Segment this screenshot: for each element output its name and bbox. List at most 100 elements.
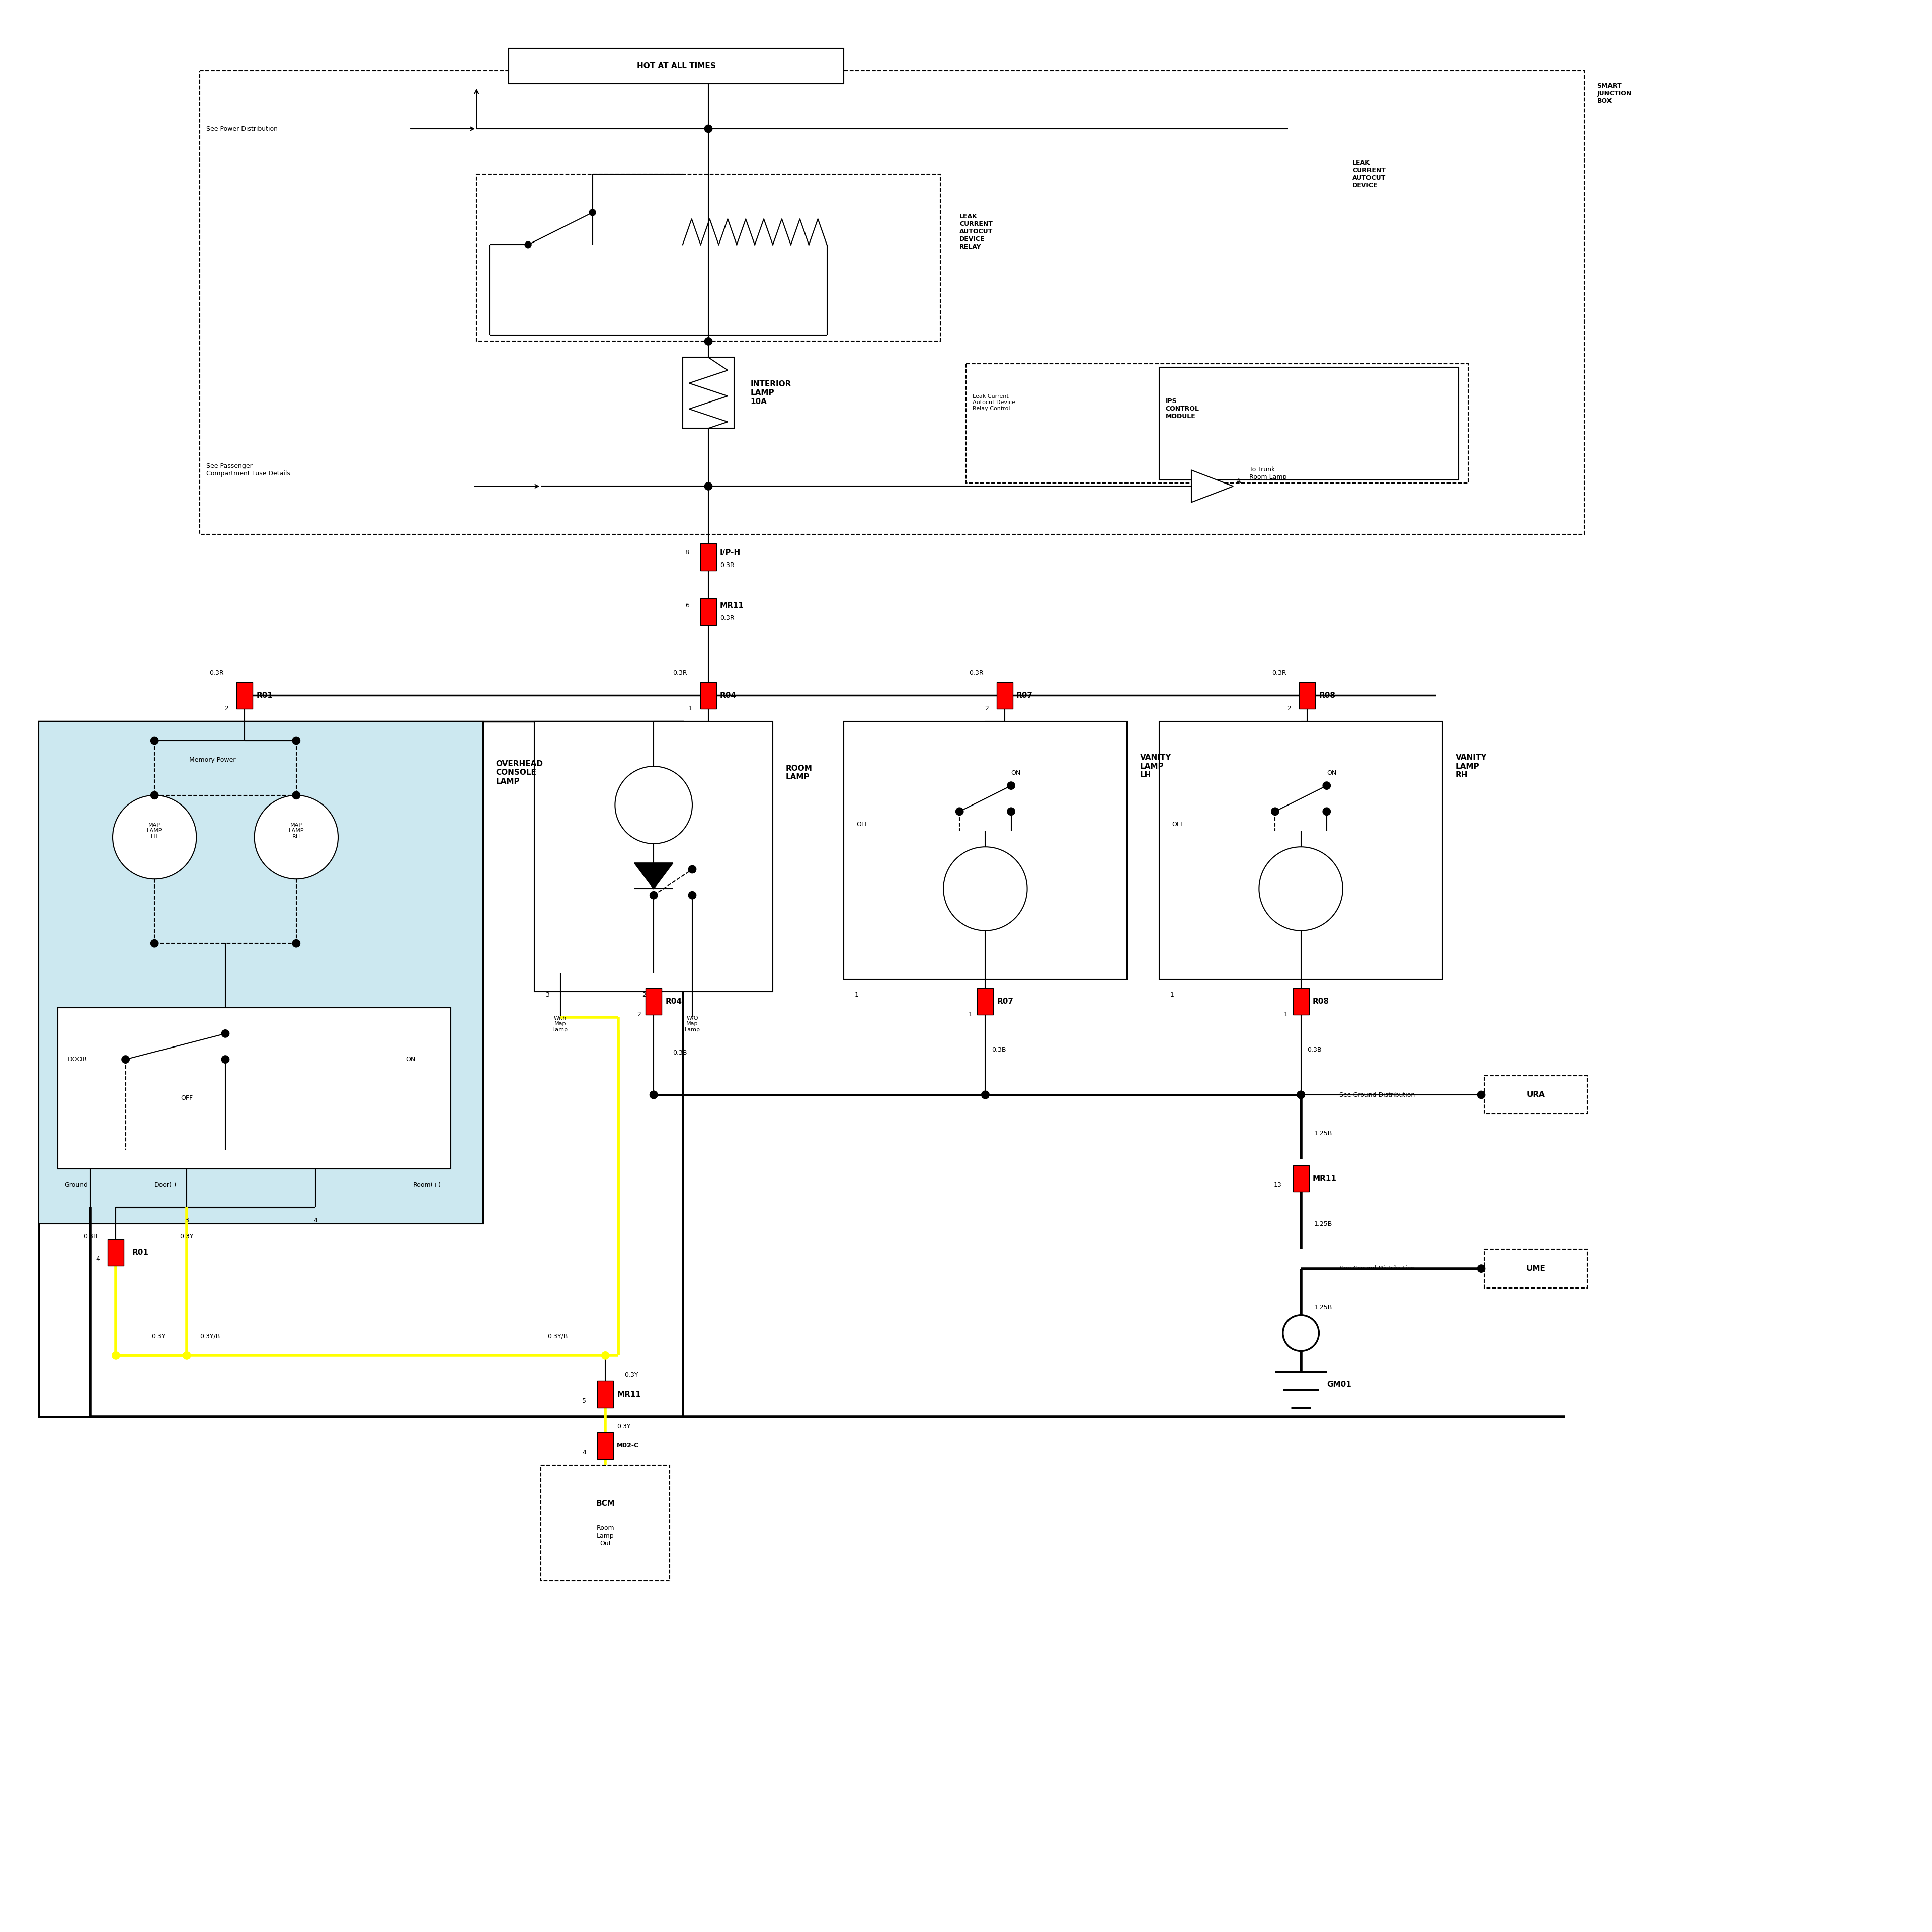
Text: 2: 2	[1287, 705, 1291, 711]
Text: INTERIOR
LAMP
10A: INTERIOR LAMP 10A	[750, 381, 792, 406]
Circle shape	[705, 338, 713, 346]
Circle shape	[184, 1352, 191, 1360]
Text: R01: R01	[131, 1248, 149, 1256]
Text: 4: 4	[582, 1449, 585, 1455]
Text: ROOM
LAMP: ROOM LAMP	[786, 765, 811, 781]
Bar	[978, 987, 993, 1014]
Text: A: A	[1236, 477, 1240, 485]
Circle shape	[292, 736, 299, 744]
Text: 6: 6	[686, 603, 690, 609]
Circle shape	[151, 736, 158, 744]
Circle shape	[112, 796, 197, 879]
Text: IPS
CONTROL
MODULE: IPS CONTROL MODULE	[1165, 398, 1200, 419]
Circle shape	[614, 767, 692, 844]
Text: 1.25B: 1.25B	[1314, 1221, 1331, 1227]
Bar	[39, 721, 682, 1416]
Text: 8: 8	[686, 549, 690, 556]
Circle shape	[122, 1055, 129, 1063]
Bar	[1293, 1165, 1310, 1192]
Bar	[1484, 1076, 1588, 1115]
Text: HOT AT ALL TIMES: HOT AT ALL TIMES	[638, 62, 715, 70]
Circle shape	[1296, 1092, 1304, 1099]
Text: 1: 1	[688, 705, 692, 711]
Circle shape	[1001, 692, 1009, 699]
Text: Room
Lamp
Out: Room Lamp Out	[597, 1524, 614, 1548]
Circle shape	[151, 792, 158, 800]
Text: ON: ON	[1010, 769, 1020, 777]
Bar	[597, 1381, 614, 1408]
Text: VANITY
LAMP
LH: VANITY LAMP LH	[1140, 753, 1171, 779]
Text: W/O
Map
Lamp: W/O Map Lamp	[684, 1016, 699, 1032]
Text: Ground: Ground	[64, 1182, 87, 1188]
Text: R07: R07	[1016, 692, 1034, 699]
Bar	[682, 357, 734, 429]
Circle shape	[1007, 782, 1014, 790]
Circle shape	[943, 846, 1028, 931]
Text: R08: R08	[1320, 692, 1335, 699]
Text: 0.3R: 0.3R	[721, 614, 734, 622]
Circle shape	[222, 1030, 230, 1037]
Circle shape	[981, 1092, 989, 1099]
Text: R08: R08	[1312, 997, 1329, 1005]
Text: OFF: OFF	[856, 821, 869, 827]
Polygon shape	[634, 864, 672, 889]
Circle shape	[705, 692, 713, 699]
Text: ON: ON	[406, 1057, 415, 1063]
Text: MR11: MR11	[1312, 1175, 1337, 1182]
Bar	[477, 174, 941, 342]
Circle shape	[589, 209, 595, 216]
Circle shape	[1260, 846, 1343, 931]
Text: 3: 3	[185, 1217, 189, 1223]
Text: GM01: GM01	[1327, 1381, 1350, 1389]
Bar	[1293, 987, 1310, 1014]
Bar	[508, 48, 844, 83]
Bar	[699, 543, 717, 570]
Text: 0.3R: 0.3R	[721, 562, 734, 568]
Text: Leak Current
Autocut Device
Relay Control: Leak Current Autocut Device Relay Contro…	[972, 394, 1016, 412]
Text: 0.3Y/B: 0.3Y/B	[547, 1333, 568, 1339]
Circle shape	[1271, 808, 1279, 815]
Circle shape	[688, 866, 696, 873]
Text: 0.3R: 0.3R	[672, 670, 688, 676]
Text: 0.3B: 0.3B	[991, 1047, 1007, 1053]
Text: 3: 3	[545, 991, 549, 999]
Text: OFF: OFF	[1173, 821, 1184, 827]
Bar	[966, 363, 1468, 483]
Text: With
Map
Lamp: With Map Lamp	[553, 1016, 568, 1032]
Text: 13: 13	[1273, 1182, 1281, 1188]
Text: R07: R07	[997, 997, 1014, 1005]
Text: To Trunk
Room Lamp: To Trunk Room Lamp	[1250, 466, 1287, 481]
Text: See Ground Distribution: See Ground Distribution	[1339, 1092, 1414, 1097]
Circle shape	[255, 796, 338, 879]
Text: 0.3Y: 0.3Y	[151, 1333, 164, 1339]
Bar	[1159, 721, 1443, 980]
Bar	[199, 71, 1584, 535]
Text: 0.3B: 0.3B	[1308, 1047, 1321, 1053]
Circle shape	[112, 1352, 120, 1360]
Text: LEAK
CURRENT
AUTOCUT
DEVICE
RELAY: LEAK CURRENT AUTOCUT DEVICE RELAY	[960, 213, 993, 251]
Circle shape	[1478, 1265, 1486, 1273]
Bar	[108, 1238, 124, 1265]
Bar	[844, 721, 1126, 980]
Text: R01: R01	[257, 692, 272, 699]
Text: ON: ON	[1327, 769, 1337, 777]
Text: VANITY
LAMP
RH: VANITY LAMP RH	[1455, 753, 1488, 779]
Bar	[535, 721, 773, 991]
Text: 0.3Y: 0.3Y	[180, 1233, 193, 1240]
Text: Door(-): Door(-)	[155, 1182, 178, 1188]
Circle shape	[1283, 1316, 1320, 1350]
Text: MR11: MR11	[721, 601, 744, 609]
Text: See Power Distribution: See Power Distribution	[207, 126, 278, 131]
Circle shape	[705, 483, 713, 491]
Bar	[1298, 682, 1316, 709]
Text: MAP
LAMP
RH: MAP LAMP RH	[288, 823, 303, 838]
Text: 2: 2	[641, 991, 645, 999]
Text: See Ground Distribution: See Ground Distribution	[1339, 1265, 1414, 1271]
Circle shape	[1478, 1092, 1486, 1099]
Text: R04: R04	[721, 692, 736, 699]
Text: I/P-H: I/P-H	[721, 549, 740, 556]
Bar	[1484, 1250, 1588, 1289]
Text: 0.3B: 0.3B	[83, 1233, 97, 1240]
Circle shape	[705, 692, 713, 699]
Text: M02-C: M02-C	[616, 1443, 639, 1449]
